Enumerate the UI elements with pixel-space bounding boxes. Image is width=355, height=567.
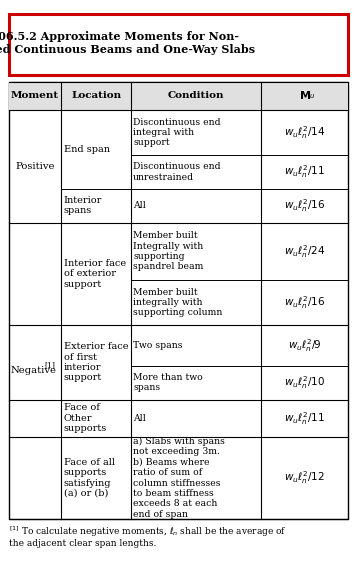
Text: All: All: [133, 201, 146, 210]
Text: Discontinuous end
unrestrained: Discontinuous end unrestrained: [133, 162, 221, 181]
Text: $w_u\ell_n^2/11$: $w_u\ell_n^2/11$: [284, 163, 325, 180]
Text: $w_u\ell_n^2/10$: $w_u\ell_n^2/10$: [284, 374, 325, 391]
Text: Location: Location: [71, 91, 121, 100]
Text: $w_u\ell_n^2/9$: $w_u\ell_n^2/9$: [288, 337, 322, 354]
Text: $w_u\ell_n^2/16$: $w_u\ell_n^2/16$: [284, 294, 326, 311]
Text: $w_u\ell_n^2/12$: $w_u\ell_n^2/12$: [284, 469, 325, 486]
Text: Exterior face
of first
interior
support: Exterior face of first interior support: [64, 342, 128, 382]
Text: $^{[1]}$ To calculate negative moments, $\ell_n$ shall be the average of: $^{[1]}$ To calculate negative moments, …: [9, 524, 286, 539]
Text: Positive: Positive: [15, 162, 55, 171]
Text: Negative: Negative: [10, 366, 56, 375]
Text: More than two
spans: More than two spans: [133, 373, 203, 392]
Text: $_u$: $_u$: [309, 92, 315, 101]
Text: the adjacent clear span lengths.: the adjacent clear span lengths.: [9, 539, 156, 548]
Text: [1]: [1]: [44, 361, 55, 369]
Text: Moment: Moment: [11, 91, 59, 100]
Text: Member built
integrally with
supporting column: Member built integrally with supporting …: [133, 287, 223, 318]
Text: Condition: Condition: [168, 91, 224, 100]
Text: $\mathbf{M}$: $\mathbf{M}$: [299, 88, 311, 101]
Text: Face of all
supports
satisfying
(a) or (b): Face of all supports satisfying (a) or (…: [64, 458, 115, 498]
Text: $w_u\ell_n^2/16$: $w_u\ell_n^2/16$: [284, 197, 326, 214]
Text: $w_u\ell_n^2/11$: $w_u\ell_n^2/11$: [284, 410, 325, 426]
Text: Interior face
of exterior
support: Interior face of exterior support: [64, 259, 126, 289]
Text: a) Slabs with spans
not exceeding 3m.
b) Beams where
ratio of sum of
column stif: a) Slabs with spans not exceeding 3m. b)…: [133, 437, 225, 519]
Bar: [9, 82, 348, 110]
Text: Discontinuous end
integral with
support: Discontinuous end integral with support: [133, 117, 221, 147]
Bar: [9, 14, 348, 75]
Text: All: All: [133, 414, 146, 423]
Text: End span: End span: [64, 145, 110, 154]
Text: $w_u\ell_n^2/14$: $w_u\ell_n^2/14$: [284, 124, 326, 141]
Text: Face of
Other
supports: Face of Other supports: [64, 403, 107, 433]
Text: Member built
Integrally with
supporting
spandrel beam: Member built Integrally with supporting …: [133, 231, 203, 272]
Bar: [9, 82, 348, 519]
Text: Table 406.5.2 Approximate Moments for Non-
Prestressed Continuous Beams and One-: Table 406.5.2 Approximate Moments for No…: [0, 31, 255, 54]
Text: Two spans: Two spans: [133, 341, 182, 350]
Text: $w_u\ell_n^2/24$: $w_u\ell_n^2/24$: [284, 243, 325, 260]
Text: Interior
spans: Interior spans: [64, 196, 102, 215]
